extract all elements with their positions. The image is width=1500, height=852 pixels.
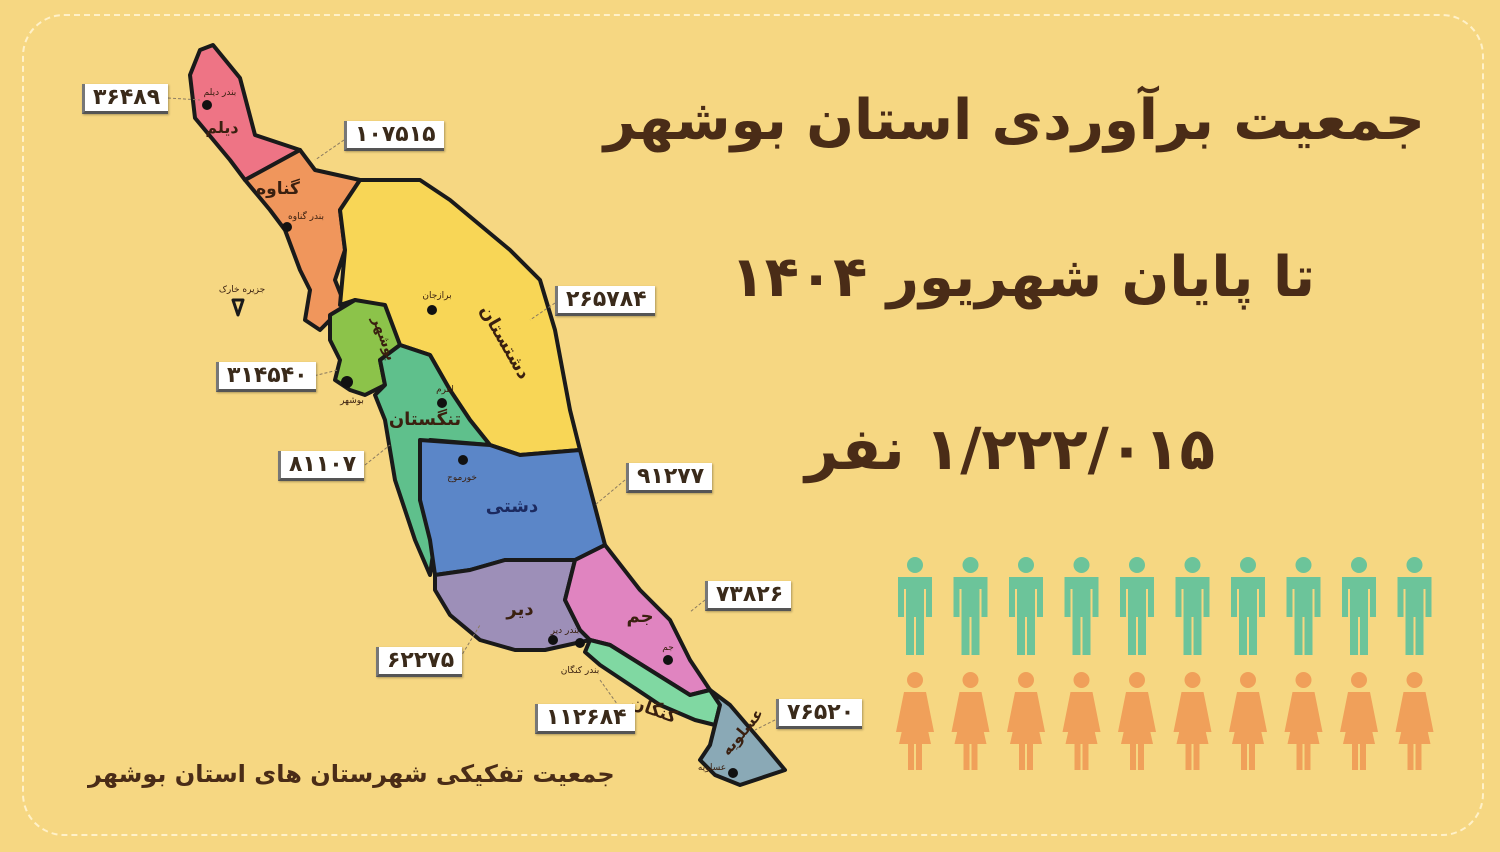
city-jam: جم <box>662 643 674 653</box>
man-icon <box>1120 557 1154 655</box>
woman-icon <box>1395 672 1434 770</box>
subtitle-date: تا پایان شهریور ۱۴۰۴ <box>730 245 1315 310</box>
city-bandar-deylam: بندر دیلم <box>204 88 237 98</box>
label-dayyer: دیر <box>505 599 533 620</box>
label-jam: جم <box>626 606 653 627</box>
man-icon <box>953 557 988 655</box>
man-icon <box>1064 557 1099 655</box>
population-tangestan: ۸۱۱۰۷ <box>278 451 365 481</box>
woman-icon <box>951 672 990 770</box>
population-jam: ۷۳۸۲۶ <box>705 581 792 611</box>
population-kangan: ۱۱۲۶۸۴ <box>535 704 635 734</box>
population-dayyer: ۶۲۲۷۵ <box>376 647 463 677</box>
man-icon <box>1342 557 1376 655</box>
kharg-island <box>231 298 245 317</box>
city-ahram: اهرم <box>436 385 454 395</box>
woman-icon <box>1229 672 1267 770</box>
city-bandar-genaveh: بندر گناوه <box>288 210 324 222</box>
label-dashti: دشتی <box>486 496 539 517</box>
city-markers <box>202 100 738 778</box>
man-icon <box>1231 557 1265 655</box>
woman-icon <box>1007 672 1045 770</box>
woman-icon <box>1118 672 1156 770</box>
city-borazjan: برازجان <box>422 291 451 301</box>
city-bandar-kangan: بندر کنگان <box>561 664 599 676</box>
county-bushehr <box>328 298 402 397</box>
man-icon <box>1175 557 1210 655</box>
woman-icon <box>1284 672 1323 770</box>
city-bandar-dayyer: بندر دیر <box>550 626 580 636</box>
population-dashti: ۹۱۲۷۷ <box>626 463 713 493</box>
man-icon <box>1397 557 1432 655</box>
women-pictogram-row <box>896 672 1434 770</box>
population-genaveh: ۱۰۷۵۱۵ <box>344 121 444 151</box>
decorative-frame <box>22 14 1484 836</box>
woman-icon <box>896 672 934 770</box>
man-icon <box>1009 557 1043 655</box>
population-dashtestan: ۲۶۵۷۸۴ <box>555 286 655 316</box>
men-pictogram-row <box>898 557 1432 655</box>
main-title: جمعیت برآوردی استان بوشهر <box>603 88 1425 153</box>
total-population: ۱/۲۲۲/۰۱۵ نفر <box>805 415 1215 483</box>
city-khormuj: خورموج <box>447 473 477 483</box>
kharg-island-label: جزیره خارک <box>219 284 265 295</box>
woman-icon <box>1173 672 1212 770</box>
population-bushehr: ۳۱۴۵۴۰ <box>216 362 316 392</box>
population-asaluyeh: ۷۶۵۲۰ <box>776 699 863 729</box>
label-deylam: دیلم <box>205 118 238 137</box>
county-asaluyeh <box>698 688 787 787</box>
man-icon <box>898 557 932 655</box>
label-tangestan: تنگستان <box>389 408 461 430</box>
city-bushehr: بوشهر <box>339 396 364 406</box>
man-icon <box>1286 557 1321 655</box>
province-map: دیلم گناوه دشتستان بوشهر تنگستان دشتی دی… <box>167 43 787 787</box>
label-genaveh: گناوه <box>256 178 300 199</box>
city-asaluyeh: عسلویه <box>698 763 726 773</box>
map-caption: جمعیت تفکیکی شهرستان های استان بوشهر <box>88 760 615 788</box>
woman-icon <box>1062 672 1101 770</box>
population-deylam: ۳۶۴۸۹ <box>82 84 169 114</box>
woman-icon <box>1340 672 1378 770</box>
